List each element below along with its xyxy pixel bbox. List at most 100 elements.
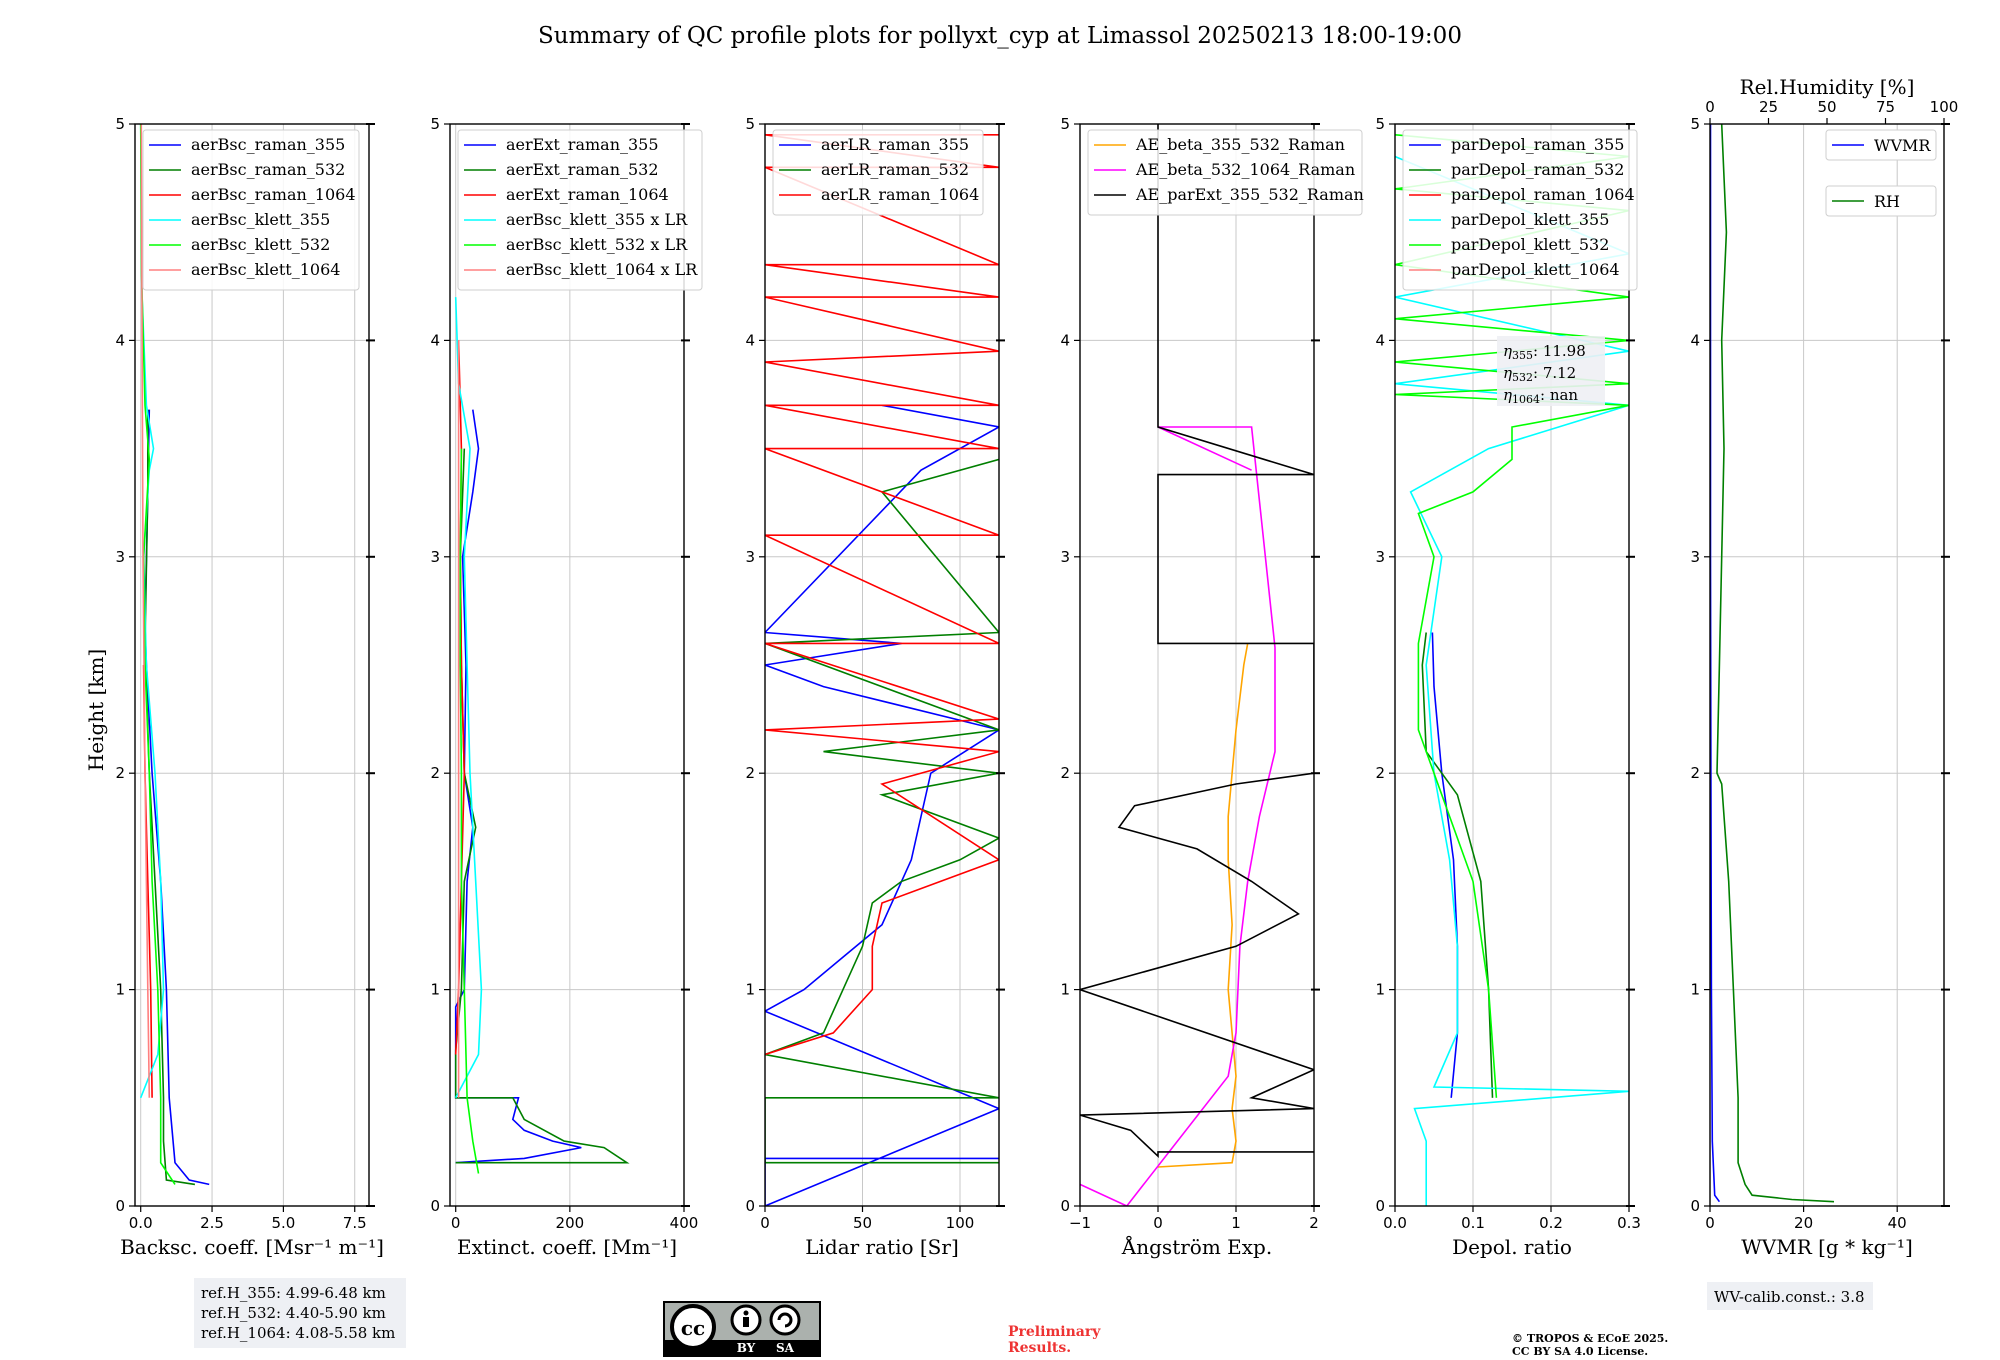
legend-entry: aerBsc_klett_1064 x LR	[506, 260, 698, 279]
legend-entry: aerLR_raman_1064	[821, 185, 979, 204]
y-tick-label: 3	[430, 548, 440, 566]
ref-height-box: ref.H_355: 4.99-6.48 km ref.H_532: 4.40-…	[194, 1278, 406, 1348]
y-tick-label: 2	[1690, 764, 1700, 782]
series-group	[1080, 124, 1314, 1206]
x-tick-label: 0	[451, 1214, 461, 1232]
y-tick-label: 1	[1060, 981, 1070, 999]
x-axis-label: Ångström Exp.	[1121, 1234, 1272, 1259]
y-tick-label: 1	[430, 981, 440, 999]
y-tick-label: 1	[1690, 981, 1700, 999]
x-tick-label: 0.2	[1539, 1214, 1563, 1232]
legend-entry: WVMR	[1874, 136, 1931, 155]
x-tick-label: 0.3	[1617, 1214, 1641, 1232]
panels: 0.0 2.5 5.0 7.5 0 1 2 3 4 5 Backsc. coeff. [Msr⁻¹ …	[115, 75, 1958, 1259]
y-tick-label: 5	[1375, 115, 1385, 133]
x-tick-label: 0.0	[1383, 1214, 1407, 1232]
y-tick-label: 0	[1060, 1197, 1070, 1215]
legend-entry: AE_parExt_355_532_Raman	[1135, 185, 1364, 204]
legend-entry: AE_beta_355_532_Raman	[1135, 135, 1345, 154]
plot-frame	[449, 123, 685, 1207]
x-tick-label: 1	[1231, 1214, 1241, 1232]
legend-box	[1825, 129, 1937, 161]
series-line-aerExt_raman_355	[454, 409, 582, 1164]
legend-entry: parDepol_raman_532	[1451, 160, 1624, 179]
legend-entry: parDepol_raman_355	[1451, 135, 1624, 154]
preliminary-line-2: Results.	[1008, 1340, 1071, 1356]
series-group	[139, 124, 210, 1186]
legend-box	[142, 129, 360, 291]
series-line-AE_parExt_355_532_Raman	[1080, 124, 1314, 1159]
x-axis-label: Backsc. coeff. [Msr⁻¹ m⁻¹]	[120, 1235, 384, 1259]
cc-icon	[670, 1304, 716, 1350]
y-tick-label: 0	[1690, 1197, 1700, 1215]
legend-entry: aerBsc_klett_355 x LR	[506, 210, 688, 229]
legend-box	[457, 129, 703, 291]
copyright-line-2: CC BY SA 4.0 License.	[1512, 1345, 1648, 1358]
y-tick-label: 3	[115, 548, 125, 566]
series-line-parDepol_raman_355	[1431, 632, 1459, 1098]
ref-height-1064: ref.H_1064: 4.08-5.58 km	[201, 1324, 395, 1342]
y-tick-label: 5	[1690, 115, 1700, 133]
figure-title: Summary of QC profile plots for pollyxt_…	[538, 23, 1462, 49]
copyright-line-1: © TROPOS & ECoE 2025.	[1512, 1332, 1668, 1345]
legend-entry: aerBsc_raman_1064	[191, 185, 356, 204]
cc-label: cc	[681, 1316, 705, 1340]
y-tick-label: 5	[430, 115, 440, 133]
y-tick-label: 5	[115, 115, 125, 133]
annotation-box	[1497, 336, 1605, 406]
legend: aerBsc_raman_355 aerBsc_raman_532 aerBsc_r…	[142, 129, 360, 291]
y-tick-label: 2	[1375, 764, 1385, 782]
legend-entry: aerLR_raman_532	[821, 160, 969, 179]
legend: WVMR RH	[1825, 129, 1937, 217]
plot-frame	[134, 123, 370, 1207]
y-tick-label: 4	[115, 331, 125, 349]
plot-frame	[764, 123, 1000, 1207]
legend-entry: aerExt_raman_1064	[506, 185, 669, 204]
x-tick-label: 2	[1309, 1214, 1319, 1232]
top-x-tick-label: 100	[1930, 98, 1959, 116]
y-tick-label: 4	[745, 331, 755, 349]
panel-3: 0 50 100 0 1 2 3 4 5 Lidar ratio [Sr] aerLR_raman_…	[745, 115, 1005, 1259]
legend-entry: AE_beta_532_1064_Raman	[1135, 160, 1355, 179]
x-tick-label: 5.0	[271, 1214, 295, 1232]
series-group	[1710, 124, 1835, 1203]
series-line-RH	[1716, 124, 1835, 1203]
y-tick-label: 4	[1060, 331, 1070, 349]
annotation-line: η532: 7.12	[1503, 364, 1576, 384]
series-line-aerLR_raman_532	[765, 458, 999, 1164]
y-tick-label: 0	[115, 1197, 125, 1215]
x-tick-label: 0	[760, 1214, 770, 1232]
y-tick-label: 3	[1060, 548, 1070, 566]
y-tick-label: 2	[430, 764, 440, 782]
legend-entry: RH	[1874, 192, 1900, 211]
series-line-aerLR_raman_355	[765, 404, 999, 1206]
legend-entry: aerBsc_klett_355	[191, 210, 330, 229]
wv-calib-text: WV-calib.const.: 3.8	[1714, 1288, 1865, 1306]
y-tick-label: 1	[1375, 981, 1385, 999]
x-axis-label: WVMR [g * kg⁻¹]	[1741, 1235, 1913, 1259]
plot-frame	[1079, 123, 1315, 1207]
series-line-aerBsc_klett_532	[139, 124, 176, 1185]
x-tick-label: 100	[946, 1214, 975, 1232]
preliminary-line-1: Preliminary	[1008, 1324, 1101, 1340]
y-axis-label: Height [km]	[84, 649, 108, 771]
y-tick-label: 4	[1375, 331, 1385, 349]
x-tick-label: 50	[853, 1214, 872, 1232]
legend-entry: parDepol_klett_355	[1451, 210, 1609, 229]
y-tick-label: 1	[115, 981, 125, 999]
legend: parDepol_raman_355 parDepol_raman_532 parD…	[1402, 129, 1638, 291]
share-alike-icon	[769, 1304, 801, 1336]
by-label: BY	[737, 1341, 756, 1355]
series-line-aerExt_raman_532	[454, 448, 630, 1164]
annotation-line: η355: 11.98	[1503, 342, 1586, 362]
y-tick-label: 3	[745, 548, 755, 566]
top-axis-label: Rel.Humidity [%]	[1740, 75, 1915, 99]
legend-box	[1402, 129, 1638, 291]
top-x-tick-label: 25	[1759, 98, 1778, 116]
series-group	[765, 134, 999, 1206]
legend: AE_beta_355_532_Raman AE_beta_532_1064_Ra…	[1087, 129, 1364, 216]
y-tick-label: 2	[1060, 764, 1070, 782]
legend-entry: aerBsc_raman_355	[191, 135, 345, 154]
y-tick-label: 2	[115, 764, 125, 782]
